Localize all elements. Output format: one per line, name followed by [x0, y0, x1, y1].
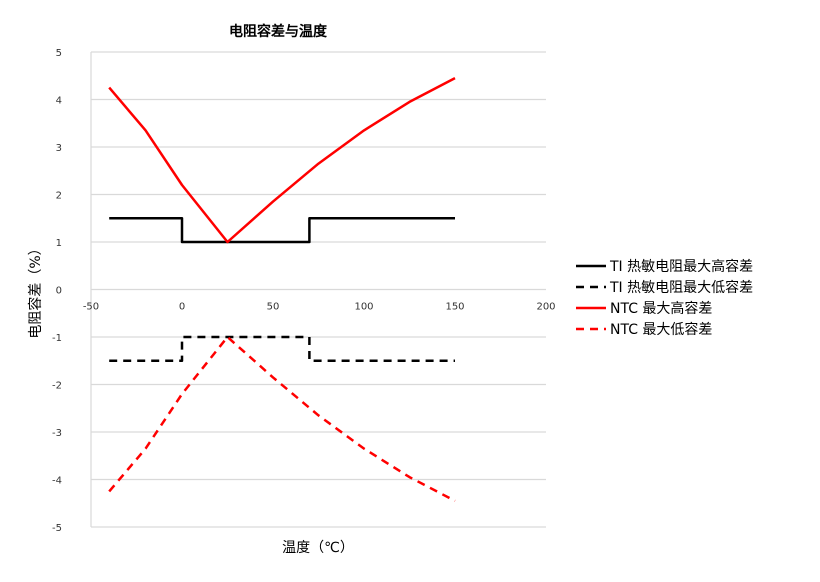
y-tick-label: -1 [52, 333, 62, 344]
series-layer [108, 76, 456, 503]
legend-label: TI 热敏电阻最大高容差 [609, 258, 753, 275]
y-axis-label: 电阻容差（%） [27, 241, 44, 338]
y-tick-label: 1 [56, 238, 62, 249]
y-tick-label: -4 [52, 476, 62, 487]
series-line-1 [109, 217, 455, 244]
y-tick-label: -3 [52, 428, 62, 439]
y-tick-label: -2 [52, 381, 62, 392]
y-tick-label: 4 [56, 96, 62, 107]
x-tick-label: 0 [179, 302, 185, 313]
legend-label: NTC 最大高容差 [610, 300, 712, 317]
grid-layer [91, 51, 546, 528]
y-tick-label: 0 [56, 286, 62, 297]
axis-layer: 5 4 3 2 1 0 -1 -2 -3 -4 -5 -50 0 50 100 150 200 [52, 48, 556, 534]
x-tick-label: 200 [536, 302, 555, 313]
y-tick-label: 5 [56, 48, 62, 59]
series-line-4 [108, 335, 456, 503]
legend-label: TI 热敏电阻最大低容差 [609, 279, 753, 296]
x-tick-label: 150 [445, 302, 464, 313]
x-tick-label: -50 [83, 302, 99, 313]
series-line-3 [108, 76, 456, 244]
y-tick-label: -5 [52, 523, 62, 534]
legend-label: NTC 最大低容差 [610, 321, 712, 338]
legend: TI 热敏电阻最大高容差 TI 热敏电阻最大低容差 NTC 最大高容差 NTC 最大低… [576, 258, 753, 338]
chart-title: 电阻容差与温度 [229, 23, 328, 40]
y-tick-label: 3 [56, 143, 62, 154]
x-tick-label: 50 [267, 302, 280, 313]
x-axis-label: 温度（℃） [282, 540, 354, 556]
x-tick-label: 100 [354, 302, 373, 313]
y-tick-label: 2 [56, 191, 62, 202]
series-line-2 [109, 335, 455, 363]
